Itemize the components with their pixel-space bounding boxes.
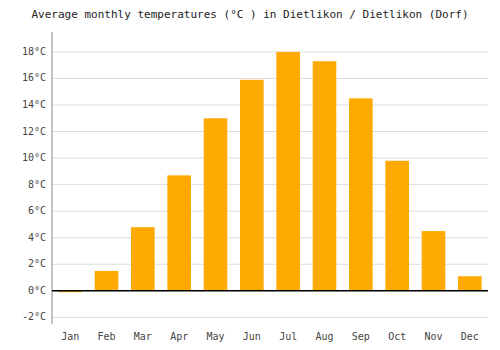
bar xyxy=(313,61,337,291)
x-axis: Jan Feb Mar Apr May Jun Jul Aug Sep Oct Nov Dec xyxy=(61,331,479,342)
bar xyxy=(385,161,409,291)
grid xyxy=(52,52,488,317)
x-tick-label: Oct xyxy=(388,331,406,342)
x-tick-label: Dec xyxy=(461,331,479,342)
y-tick-label: 16°C xyxy=(22,72,46,83)
grid-line xyxy=(52,158,488,159)
chart: Average monthly temperatures (°C ) in Di… xyxy=(0,0,500,350)
bars xyxy=(58,52,481,292)
y-tick-label: 4°C xyxy=(28,232,46,243)
x-tick-label: Jun xyxy=(243,331,261,342)
bar xyxy=(131,227,155,291)
grid-line xyxy=(52,211,488,212)
y-axis: -2°C 0°C 2°C 4°C 6°C 8°C 10°C 12°C 14°C 16°C 18°C xyxy=(22,46,46,322)
zero-line xyxy=(52,290,488,292)
bar xyxy=(422,231,446,291)
bar xyxy=(458,276,482,291)
bar xyxy=(240,80,264,291)
bar xyxy=(349,98,373,290)
title: Average monthly temperatures (°C ) in Di… xyxy=(31,8,468,21)
grid-line xyxy=(52,51,488,52)
y-tick-label: 8°C xyxy=(28,179,46,190)
y-tick-label: 10°C xyxy=(22,152,46,163)
grid-line xyxy=(52,131,488,132)
x-tick-label: Mar xyxy=(134,331,152,342)
bar xyxy=(204,118,228,291)
x-tick-label: Sep xyxy=(352,331,370,342)
bar xyxy=(167,175,191,290)
bar xyxy=(276,52,300,291)
x-tick-label: Apr xyxy=(170,331,188,342)
grid-line xyxy=(52,184,488,185)
x-tick-label: Jan xyxy=(61,331,79,342)
grid-line xyxy=(52,105,488,106)
y-tick-label: 12°C xyxy=(22,126,46,137)
x-tick-label: May xyxy=(206,331,224,342)
x-tick-label: Aug xyxy=(315,331,333,342)
y-tick-label: -2°C xyxy=(22,311,46,322)
x-tick-label: Nov xyxy=(424,331,442,342)
y-tick-label: 2°C xyxy=(28,258,46,269)
y-tick-label: 18°C xyxy=(22,46,46,57)
grid-line xyxy=(52,78,488,79)
y-tick-label: 0°C xyxy=(28,285,46,296)
grid-line xyxy=(52,317,488,318)
x-tick-label: Jul xyxy=(279,331,297,342)
y-axis-line xyxy=(52,32,53,324)
bar xyxy=(95,271,119,291)
grid-line xyxy=(52,290,488,291)
x-tick-label: Feb xyxy=(97,331,115,342)
y-tick-label: 6°C xyxy=(28,205,46,216)
y-tick-label: 14°C xyxy=(22,99,46,110)
